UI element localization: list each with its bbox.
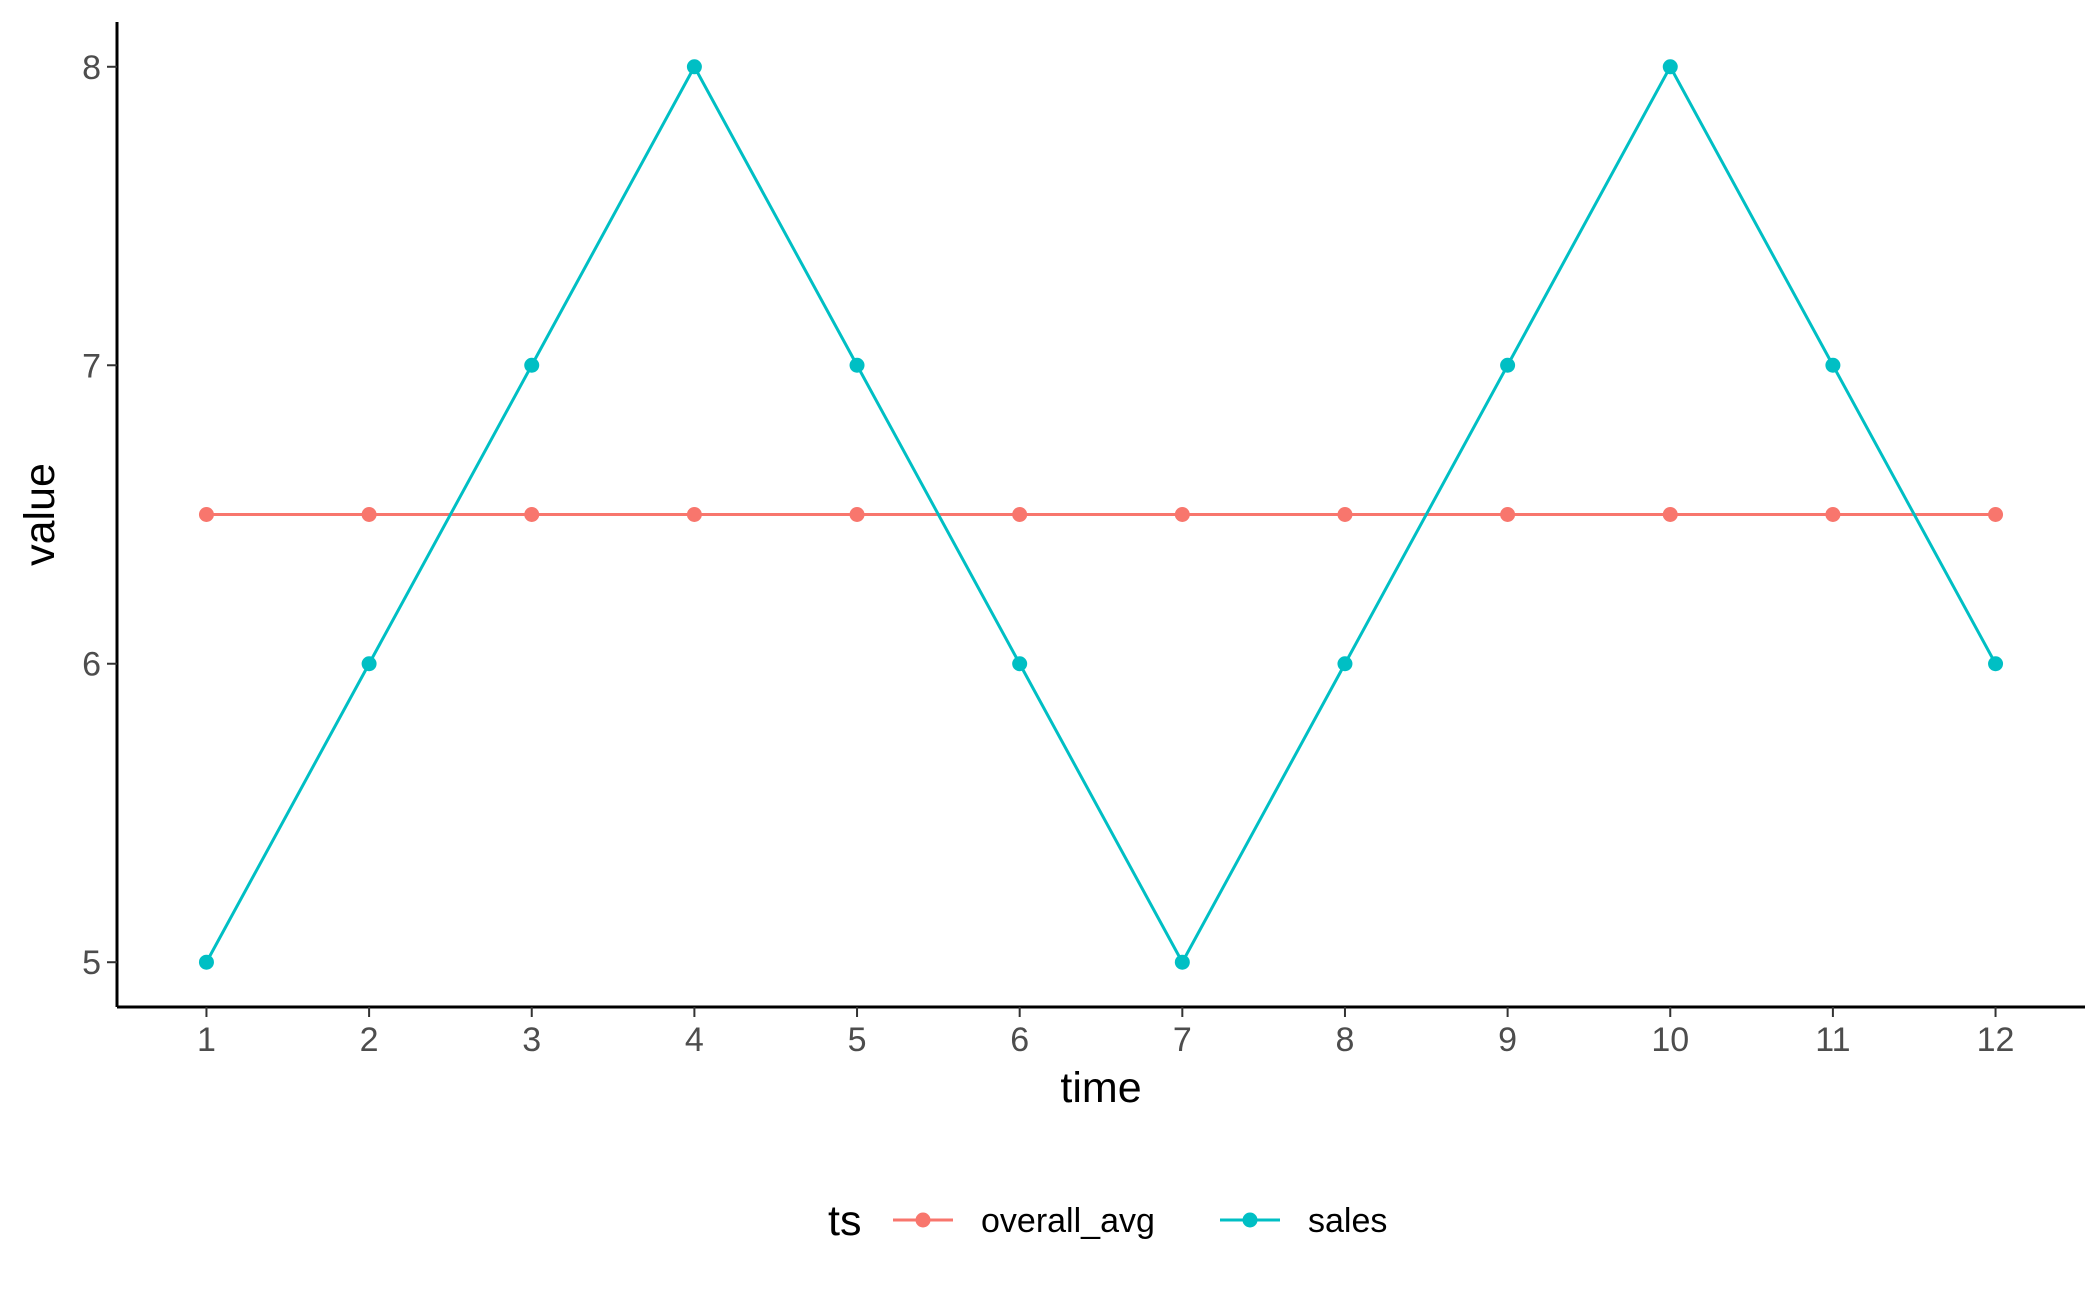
- legend-label: overall_avg: [981, 1202, 1155, 1240]
- data-point-overall_avg: [1662, 507, 1678, 522]
- legend-item-overall_avg: overall_avg: [893, 1202, 1155, 1240]
- x-axis-title: time: [1060, 1064, 1141, 1112]
- data-point-overall_avg: [524, 507, 540, 522]
- x-tick-label: 8: [1336, 1021, 1355, 1059]
- data-point-overall_avg: [849, 507, 865, 522]
- y-tick-label: 5: [82, 944, 101, 982]
- data-point-overall_avg: [1012, 507, 1028, 522]
- data-point-sales: [198, 954, 214, 970]
- x-tick-label: 9: [1498, 1021, 1517, 1059]
- data-point-sales: [1174, 954, 1190, 970]
- x-tick-label: 2: [360, 1021, 379, 1059]
- data-point-sales: [524, 357, 540, 373]
- y-tick-label: 8: [82, 49, 101, 87]
- series-group: [198, 59, 2004, 970]
- y-tick-label: 7: [82, 347, 101, 385]
- x-tick-label: 3: [522, 1021, 541, 1059]
- y-axis-title: value: [16, 463, 64, 566]
- x-tick-label: 5: [848, 1021, 867, 1059]
- legend-key-point: [915, 1212, 931, 1228]
- data-point-overall_avg: [1337, 507, 1353, 522]
- data-point-overall_avg: [1174, 507, 1190, 522]
- x-tick-label: 6: [1010, 1021, 1029, 1059]
- x-tick-label: 4: [685, 1021, 704, 1059]
- data-point-overall_avg: [1825, 507, 1841, 522]
- data-point-sales: [1337, 656, 1353, 672]
- legend-title: ts: [828, 1197, 861, 1245]
- data-point-sales: [1825, 357, 1841, 373]
- data-point-overall_avg: [686, 507, 702, 522]
- x-tick-label: 10: [1651, 1021, 1689, 1059]
- series-sales: [198, 59, 2004, 970]
- data-point-sales: [1662, 59, 1678, 75]
- legend-label: sales: [1308, 1202, 1387, 1240]
- legend: ts overall_avg sales: [828, 1197, 1387, 1245]
- data-point-overall_avg: [198, 507, 214, 522]
- data-point-sales: [1988, 656, 2004, 672]
- series-line-sales: [205, 65, 1997, 964]
- legend-item-sales: sales: [1220, 1202, 1387, 1240]
- x-tick-label: 7: [1173, 1021, 1192, 1059]
- x-tick-label: 11: [1815, 1021, 1850, 1059]
- data-point-overall_avg: [1988, 507, 2004, 522]
- data-point-sales: [361, 656, 377, 672]
- legend-key-point: [1242, 1212, 1258, 1228]
- x-tick-label: 12: [1977, 1021, 2015, 1059]
- data-point-sales: [1012, 656, 1028, 672]
- data-point-overall_avg: [1500, 507, 1516, 522]
- data-point-overall_avg: [361, 507, 377, 522]
- x-tick-label: 1: [197, 1021, 216, 1059]
- data-point-sales: [1500, 357, 1516, 373]
- data-point-sales: [686, 59, 702, 75]
- y-tick-label: 6: [82, 646, 101, 684]
- data-point-sales: [849, 357, 865, 373]
- series-overall_avg: [198, 507, 2004, 522]
